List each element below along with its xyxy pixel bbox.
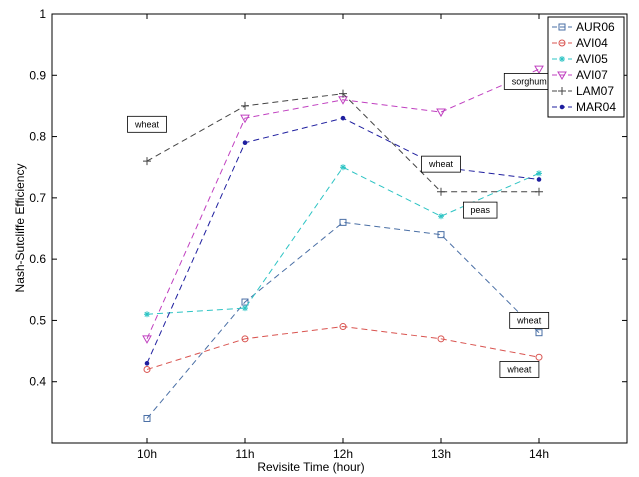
data-point-aur06 [143,414,151,422]
data-point-lam07 [143,157,151,166]
legend-label: AVI04 [576,36,608,50]
data-point-mar04 [340,115,346,121]
data-point-mar04 [536,177,542,182]
data-point-avi04 [558,39,566,47]
legend-label: LAM07 [576,84,614,98]
data-point-avi04 [437,335,445,343]
data-point-avi07 [240,114,250,124]
legend: AUR06 AVI04 AVI05 AVI07 LAM07 MAR04 [547,16,625,118]
annotation-text: sorghum [512,76,547,86]
series-line-avi04 [146,326,540,370]
data-point-lam07 [535,187,543,196]
annotation-frame [499,361,540,378]
data-point-aur06 [437,231,445,239]
data-point-avi04 [535,353,543,361]
data-point-lam07 [558,87,566,95]
y-tick-label: 0.5 [29,313,46,327]
annotation-text: wheat [516,315,542,325]
series-lam07 [143,89,543,196]
annotation-frame [421,155,461,173]
series-layer [142,65,544,422]
data-point-avi05 [242,305,248,312]
annotation-text: wheat [428,159,454,169]
annotation-frame [127,115,167,133]
annotation-frame [509,312,550,329]
series-line-avi07 [146,68,540,340]
legend-item-lam07: LAM07 [552,84,614,98]
x-tick-label: 13h [431,447,451,461]
annotation-box: peas [462,201,498,219]
data-point-lam07 [241,101,249,110]
data-point-avi07 [557,71,567,81]
data-point-avi05 [340,164,346,171]
data-point-lam07 [437,187,445,196]
x-axis-label: Revisite Time (hour) [257,460,364,474]
legend-label: AUR06 [576,20,615,34]
annotation-frame [462,201,498,219]
annotation-box: sorghum [503,73,555,90]
data-point-aur06 [558,23,566,31]
annotation-box: wheat [509,312,550,329]
legend-item-avi07: AVI07 [552,68,608,82]
legend-item-avi05: AVI05 [552,52,608,66]
data-point-mar04 [144,361,150,366]
y-tick-label: 0.9 [29,68,46,82]
series-line-aur06 [146,221,540,419]
legend-item-aur06: AUR06 [552,20,615,34]
legend-item-mar04: MAR04 [552,100,616,114]
annotations: wheat sorghum wheat peas wheat wheat [127,73,555,378]
y-tick-label: 0.4 [29,375,46,389]
data-point-avi07 [142,335,152,344]
data-point-avi05 [144,311,150,318]
y-axis-label: Nash-Sutcliffe Efficiency [13,164,27,293]
x-tick-label: 12h [333,447,353,461]
x-tick-label: 10h [137,447,157,461]
annotation-text: wheat [506,364,532,374]
data-point-avi05 [536,170,542,177]
legend-box [547,16,625,118]
y-tick-label: 0.8 [29,130,46,144]
data-point-avi04 [241,335,249,343]
data-point-aur06 [535,329,543,337]
legend-label: AVI05 [576,52,608,66]
legend-label: MAR04 [576,100,616,114]
data-point-avi05 [559,56,565,62]
annotation-box: wheat [127,115,167,133]
y-tick-label: 0.7 [29,191,46,205]
data-point-lam07 [339,89,347,98]
legend-item-avi04: AVI04 [552,36,608,50]
legend-label: AVI07 [576,68,608,82]
x-tick-label: 14h [529,447,549,461]
data-point-avi05 [438,213,444,220]
data-point-aur06 [241,298,249,306]
annotation-text: peas [470,205,490,215]
y-tick-label: 0.6 [29,252,46,266]
data-point-avi07 [534,65,544,75]
annotation-box: wheat [499,361,540,378]
series-avi04 [143,323,543,373]
x-tick-label: 11h [235,447,254,461]
y-axis-ticks: 0.4 0.5 0.6 0.7 0.8 0.9 1 [29,7,627,389]
data-point-avi07 [436,108,446,118]
data-point-avi04 [339,323,347,331]
annotation-box: wheat [421,155,461,173]
series-aur06 [143,218,543,422]
data-point-avi04 [143,365,151,373]
data-point-mar04 [559,104,565,110]
data-point-mar04 [242,140,248,145]
x-axis-ticks: 10h 11h 12h 13h 14h [137,14,549,461]
annotation-text: wheat [134,119,160,129]
data-point-aur06 [339,218,347,226]
y-tick-label: 1 [39,7,46,21]
